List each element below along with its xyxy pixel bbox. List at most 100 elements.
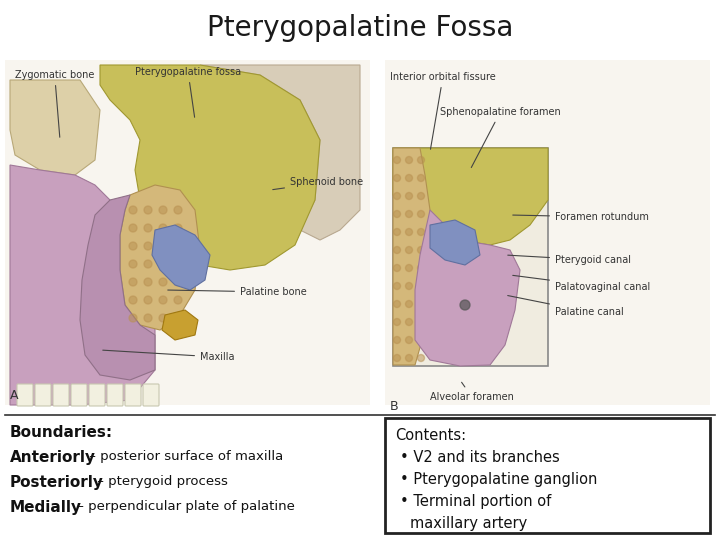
Text: • Terminal portion of: • Terminal portion of [400, 494, 552, 509]
Text: Palatine bone: Palatine bone [168, 287, 307, 297]
Circle shape [159, 206, 167, 214]
Polygon shape [430, 220, 480, 265]
Circle shape [405, 282, 413, 289]
FancyBboxPatch shape [107, 384, 123, 406]
Circle shape [405, 157, 413, 164]
Circle shape [144, 296, 152, 304]
Circle shape [394, 336, 400, 343]
Text: Sphenoid bone: Sphenoid bone [273, 177, 363, 190]
Circle shape [394, 211, 400, 218]
Circle shape [174, 260, 182, 268]
Text: Alveolar foramen: Alveolar foramen [430, 382, 514, 402]
Circle shape [144, 278, 152, 286]
Circle shape [418, 282, 425, 289]
Circle shape [418, 157, 425, 164]
Text: Pterygopalatine Fossa: Pterygopalatine Fossa [207, 14, 513, 42]
Text: Zygomatic bone: Zygomatic bone [15, 70, 94, 137]
Circle shape [418, 174, 425, 181]
Circle shape [129, 296, 137, 304]
Text: Boundaries:: Boundaries: [10, 425, 113, 440]
Circle shape [159, 242, 167, 250]
Polygon shape [393, 148, 430, 365]
Circle shape [394, 246, 400, 253]
Text: maxillary artery: maxillary artery [410, 516, 527, 531]
Circle shape [418, 265, 425, 272]
Circle shape [174, 242, 182, 250]
Circle shape [418, 228, 425, 235]
Circle shape [405, 246, 413, 253]
Text: – pterygoid process: – pterygoid process [93, 475, 228, 488]
Polygon shape [415, 210, 520, 366]
FancyBboxPatch shape [89, 384, 105, 406]
Circle shape [418, 300, 425, 307]
Text: Contents:: Contents: [395, 428, 466, 443]
Circle shape [394, 265, 400, 272]
Circle shape [159, 314, 167, 322]
Polygon shape [80, 195, 155, 380]
Circle shape [405, 228, 413, 235]
Circle shape [174, 296, 182, 304]
Circle shape [159, 278, 167, 286]
Text: Sphenopalatine foramen: Sphenopalatine foramen [440, 107, 561, 167]
Circle shape [144, 260, 152, 268]
FancyBboxPatch shape [5, 60, 370, 405]
Text: Palatovaginal canal: Palatovaginal canal [513, 275, 650, 292]
Circle shape [394, 354, 400, 361]
Circle shape [418, 246, 425, 253]
Polygon shape [162, 310, 198, 340]
Polygon shape [100, 65, 320, 270]
Circle shape [405, 192, 413, 199]
Circle shape [418, 354, 425, 361]
Text: Palatine canal: Palatine canal [508, 295, 624, 317]
Circle shape [405, 174, 413, 181]
FancyBboxPatch shape [35, 384, 51, 406]
Text: B: B [390, 400, 399, 413]
Polygon shape [393, 148, 548, 245]
Text: Anteriorly: Anteriorly [10, 450, 96, 465]
Circle shape [405, 211, 413, 218]
FancyBboxPatch shape [143, 384, 159, 406]
Circle shape [394, 228, 400, 235]
Circle shape [394, 282, 400, 289]
Circle shape [394, 157, 400, 164]
Text: – posterior surface of maxilla: – posterior surface of maxilla [85, 450, 283, 463]
Circle shape [418, 192, 425, 199]
Circle shape [174, 314, 182, 322]
Circle shape [144, 206, 152, 214]
Circle shape [418, 336, 425, 343]
Circle shape [129, 224, 137, 232]
Text: Interior orbital fissure: Interior orbital fissure [390, 72, 496, 149]
FancyBboxPatch shape [385, 418, 710, 533]
Circle shape [405, 336, 413, 343]
Circle shape [405, 319, 413, 326]
FancyBboxPatch shape [53, 384, 69, 406]
Polygon shape [152, 225, 210, 290]
FancyBboxPatch shape [385, 60, 710, 405]
Polygon shape [120, 185, 200, 330]
Circle shape [144, 224, 152, 232]
Circle shape [394, 319, 400, 326]
Text: Maxilla: Maxilla [103, 350, 235, 362]
Text: Pterygoid canal: Pterygoid canal [508, 255, 631, 265]
FancyBboxPatch shape [125, 384, 141, 406]
Text: – perpendicular plate of palatine: – perpendicular plate of palatine [73, 500, 295, 513]
Circle shape [418, 211, 425, 218]
Circle shape [394, 300, 400, 307]
Text: A: A [10, 389, 19, 402]
Circle shape [394, 174, 400, 181]
Polygon shape [10, 80, 100, 175]
Text: • V2 and its branches: • V2 and its branches [400, 450, 559, 465]
Circle shape [405, 265, 413, 272]
FancyBboxPatch shape [17, 384, 33, 406]
Circle shape [460, 300, 470, 310]
Circle shape [174, 278, 182, 286]
Circle shape [418, 319, 425, 326]
Circle shape [144, 242, 152, 250]
Circle shape [129, 206, 137, 214]
Circle shape [159, 260, 167, 268]
Text: Posteriorly: Posteriorly [10, 475, 104, 490]
Circle shape [174, 206, 182, 214]
Circle shape [159, 224, 167, 232]
Circle shape [159, 296, 167, 304]
Text: • Pterygopalatine ganglion: • Pterygopalatine ganglion [400, 472, 598, 487]
